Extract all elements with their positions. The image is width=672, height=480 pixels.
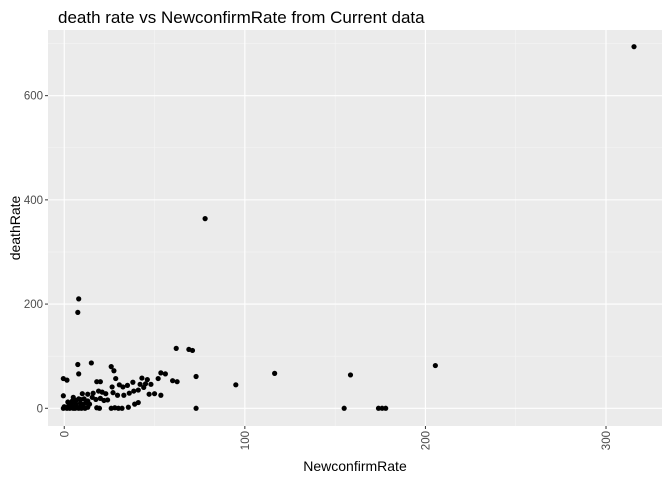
data-point — [96, 405, 103, 411]
data-point — [125, 404, 131, 410]
x-tick-label: 200 — [420, 431, 432, 450]
data-point — [631, 44, 637, 50]
data-point — [121, 392, 127, 398]
data-point — [341, 405, 347, 411]
data-point — [114, 392, 121, 398]
data-point — [108, 364, 114, 370]
data-point — [120, 384, 126, 390]
data-point — [144, 377, 150, 383]
data-point — [155, 375, 161, 382]
data-point — [272, 370, 278, 376]
y-axis-ticks: 0 200 400 600 — [24, 91, 48, 415]
y-axis-title: deathRate — [7, 195, 23, 260]
data-point — [135, 387, 141, 393]
data-point — [347, 372, 354, 378]
data-point — [148, 381, 154, 387]
data-point — [97, 379, 103, 385]
y-tick-label: 200 — [24, 299, 43, 311]
data-point — [126, 390, 132, 396]
data-point — [64, 377, 70, 383]
data-point — [76, 296, 82, 302]
data-points — [60, 44, 637, 411]
data-point — [158, 392, 164, 398]
data-point — [90, 390, 96, 396]
data-point — [193, 373, 199, 380]
data-point — [88, 360, 94, 366]
data-point — [119, 405, 125, 411]
data-point — [173, 345, 179, 351]
x-axis-ticks: 0 100 200 300 — [59, 426, 613, 450]
plot-panel — [48, 30, 662, 426]
data-point — [79, 405, 85, 411]
data-point — [170, 378, 176, 384]
data-point — [110, 390, 116, 396]
data-point — [146, 391, 152, 397]
data-point — [115, 405, 122, 411]
chart-title: death rate vs NewconfirmRate from Curren… — [58, 8, 425, 27]
data-point — [130, 379, 136, 385]
data-point — [111, 368, 117, 374]
data-point — [67, 402, 73, 408]
data-point — [109, 384, 115, 390]
data-point — [85, 404, 91, 410]
data-point — [162, 371, 168, 377]
y-tick-label: 400 — [24, 195, 43, 207]
data-point — [104, 397, 111, 403]
data-point — [113, 375, 119, 382]
data-point — [75, 361, 81, 368]
data-point — [93, 396, 99, 403]
x-tick-label: 300 — [601, 431, 613, 450]
data-point — [72, 405, 78, 411]
data-point — [60, 393, 66, 399]
data-point — [137, 381, 143, 387]
data-point — [193, 405, 199, 411]
data-point — [383, 405, 389, 411]
data-point — [158, 370, 164, 376]
data-point — [103, 391, 109, 397]
data-point — [73, 397, 79, 404]
data-point — [85, 391, 91, 397]
x-axis-title: NewconfirmRate — [303, 458, 407, 474]
data-point — [432, 362, 438, 369]
data-point — [124, 382, 131, 388]
data-point — [141, 384, 147, 391]
data-point — [233, 382, 239, 388]
y-tick-label: 600 — [24, 91, 43, 103]
data-point — [375, 405, 382, 411]
y-tick-label: 0 — [37, 403, 43, 415]
data-point — [76, 371, 82, 377]
data-point — [379, 405, 385, 411]
data-point — [189, 347, 196, 354]
data-point — [79, 391, 85, 397]
data-point — [202, 216, 208, 222]
data-point — [131, 388, 137, 394]
data-point — [75, 309, 81, 316]
data-point — [135, 399, 141, 406]
data-point — [139, 375, 145, 381]
x-tick-label: 0 — [59, 431, 71, 437]
data-point — [151, 391, 158, 397]
grid-major-lines — [48, 30, 662, 426]
data-point — [77, 396, 84, 403]
x-tick-label: 100 — [240, 431, 252, 450]
data-point — [60, 405, 66, 411]
data-point — [174, 379, 180, 385]
data-point — [94, 379, 100, 385]
